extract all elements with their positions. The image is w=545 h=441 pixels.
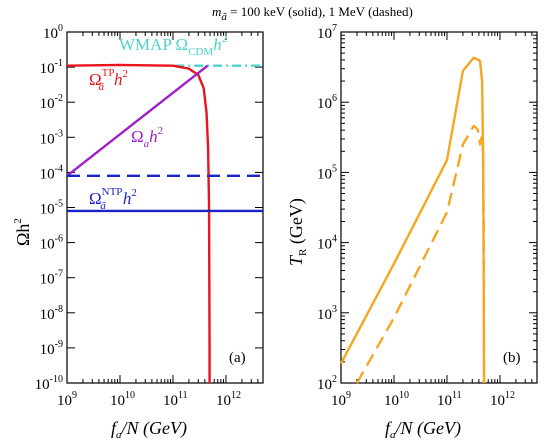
panel-a-ylabel-main: Ωh bbox=[13, 224, 33, 246]
axion-annotation-sup: 2 bbox=[158, 125, 164, 137]
panel-a-series-group bbox=[66, 63, 263, 383]
panel-b-chart: 109 1010 1011 1012 102 103 104 105 106 107 (b) fa… bbox=[286, 23, 538, 441]
tp-annotation-tail-sup: 2 bbox=[122, 68, 128, 80]
tp-annotation-tail: h bbox=[114, 70, 123, 89]
panel-a-chart: 109 1010 1011 1012 100 10-1 10-2 10-3 10-4 10-5 10… bbox=[12, 23, 264, 441]
y-tick-label: 107 bbox=[317, 23, 337, 42]
panel-a-xlabel-sub: a bbox=[116, 429, 122, 441]
ntp-annotation-sup2: 2 bbox=[131, 187, 137, 199]
y-tick-label: 102 bbox=[317, 374, 337, 393]
panel-b-ticks bbox=[340, 31, 538, 384]
panel-a-ticks bbox=[66, 31, 264, 384]
super-title-sub: ã bbox=[221, 11, 227, 23]
panel-b-xlabel-sub: a bbox=[390, 429, 396, 441]
panel-b-ylabel-main: T bbox=[286, 254, 306, 266]
wmap-annotation-sup: 2 bbox=[222, 33, 228, 45]
x-tick-label: 1012 bbox=[216, 390, 241, 409]
wmap-annotation-sub: CDM bbox=[188, 46, 213, 58]
panel-b-frame bbox=[340, 31, 538, 384]
x-tick-label: 109 bbox=[331, 390, 351, 409]
ntp-annotation: ΩNTP ã h2 bbox=[89, 186, 137, 212]
panel-b-tick-labels: 109 1010 1011 1012 102 103 104 105 106 107 bbox=[317, 23, 515, 409]
axion-annotation-main: Ω bbox=[131, 127, 144, 146]
y-tick-label: 10-6 bbox=[40, 234, 63, 253]
panel-b-series-group bbox=[339, 56, 486, 384]
super-title-m: m bbox=[212, 4, 221, 19]
panel-b-xlabel-rest: /N (GeV) bbox=[395, 418, 461, 439]
y-tick-label: 10-2 bbox=[40, 93, 63, 112]
panel-a-xlabel: fa/N (GeV) bbox=[111, 418, 187, 441]
y-tick-label: 106 bbox=[317, 93, 337, 112]
figure-super-title: mã = 100 keV (solid), 1 MeV (dashed) bbox=[212, 4, 413, 23]
ntp-annotation-sub: ã bbox=[100, 200, 106, 212]
panel-a-label: (a) bbox=[229, 350, 246, 366]
panel-a-tick-labels: 109 1010 1011 1012 100 10-1 10-2 10-3 10-4 10-5 10… bbox=[35, 23, 241, 409]
panel-a-series-2 bbox=[66, 64, 209, 177]
ntp-annotation-tail: h bbox=[123, 189, 132, 208]
panel-a-ylabel: Ωh2 bbox=[12, 218, 33, 246]
y-tick-label: 10-8 bbox=[40, 304, 63, 323]
panel-a-xlabel-rest: /N (GeV) bbox=[121, 418, 187, 439]
ntp-annotation-sup: NTP bbox=[102, 186, 123, 198]
super-title-rest: = 100 keV (solid), 1 MeV (dashed) bbox=[227, 4, 413, 19]
x-tick-label: 1010 bbox=[110, 390, 135, 409]
y-tick-label: 10-7 bbox=[40, 269, 63, 288]
y-tick-label: 10-9 bbox=[40, 339, 63, 358]
y-tick-label: 10-5 bbox=[40, 199, 63, 218]
panel-b-label: (b) bbox=[503, 350, 521, 366]
panel-b-series-1 bbox=[355, 124, 486, 384]
x-tick-label: 109 bbox=[57, 390, 77, 409]
y-tick-label: 105 bbox=[317, 163, 337, 182]
y-tick-label: 104 bbox=[317, 234, 337, 253]
x-tick-label: 1010 bbox=[384, 390, 409, 409]
x-tick-label: 1012 bbox=[490, 390, 515, 409]
tp-annotation-sup: TP bbox=[102, 67, 115, 79]
x-tick-label: 1011 bbox=[163, 390, 188, 409]
x-tick-label: 1011 bbox=[437, 390, 462, 409]
y-tick-label: 100 bbox=[43, 23, 63, 42]
wmap-annotation-tail: h bbox=[213, 35, 222, 54]
tp-annotation-main: Ω bbox=[89, 70, 102, 89]
y-tick-label: 103 bbox=[317, 304, 337, 323]
y-tick-label: 10-1 bbox=[40, 58, 63, 77]
panel-b-ylabel-sub: R bbox=[297, 248, 309, 256]
ntp-annotation-main: Ω bbox=[89, 189, 102, 208]
y-tick-label: 10-10 bbox=[35, 374, 63, 393]
panel-b-xlabel: fa/N (GeV) bbox=[385, 418, 461, 441]
tp-annotation: ΩTP ã h2 bbox=[89, 67, 128, 93]
panel-b-series-0 bbox=[339, 56, 486, 384]
panel-a-xlabel-main: f bbox=[111, 418, 119, 438]
wmap-annotation-main: WMAP Ω bbox=[119, 35, 188, 54]
panel-b-ylabel-rest: (GeV) bbox=[286, 198, 307, 248]
panel-b-ylabel: TR (GeV) bbox=[286, 198, 309, 266]
axion-annotation-sub: a bbox=[144, 138, 150, 150]
panel-a-ylabel-sup: 2 bbox=[12, 218, 24, 224]
axion-annotation: Ωah2 bbox=[131, 125, 163, 150]
tp-annotation-sub: ã bbox=[98, 81, 104, 93]
wmap-annotation: WMAP ΩCDMh2 bbox=[119, 33, 227, 58]
panel-a-series-1 bbox=[66, 63, 211, 383]
y-tick-label: 10-3 bbox=[40, 128, 63, 147]
panel-b-xlabel-main: f bbox=[385, 418, 393, 438]
axion-annotation-tail: h bbox=[149, 127, 158, 146]
y-tick-label: 10-4 bbox=[40, 163, 63, 182]
